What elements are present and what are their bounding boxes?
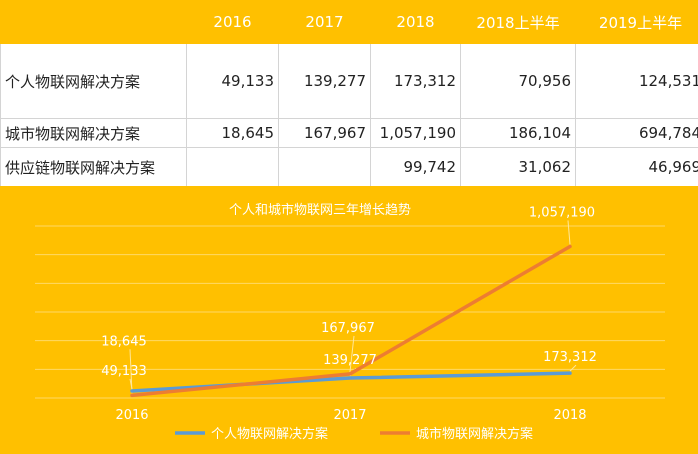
header-cell: 2018 — [370, 0, 461, 44]
data-label: 1,057,190 — [529, 205, 595, 220]
row-label: 供应链物联网解决方案 — [0, 147, 187, 186]
data-point — [568, 371, 572, 375]
line-chart: 个人和城市物联网三年增长趋势 2016 2017 2018 49,133 139,27… — [35, 202, 665, 442]
data-labels: 49,133 139,277 173,312 18,645 167,967 1,057,1… — [101, 205, 597, 378]
header-cell — [0, 0, 187, 44]
x-tick-label: 2018 — [553, 408, 586, 423]
data-label: 49,133 — [101, 364, 147, 379]
table-cell: 694,784 — [575, 118, 698, 148]
data-point — [348, 372, 352, 376]
table-row: 城市物联网解决方案 18,645 167,967 1,057,190 186,1… — [0, 118, 698, 148]
data-label: 167,967 — [321, 321, 375, 336]
leader-line — [567, 220, 571, 245]
chart-title: 个人和城市物联网三年增长趋势 — [229, 202, 411, 218]
leader-line — [569, 364, 577, 372]
data-point — [130, 389, 134, 393]
table-cell: 186,104 — [460, 118, 576, 148]
data-point — [130, 393, 134, 397]
table-cell: 99,742 — [370, 147, 461, 186]
table-cell: 70,956 — [460, 43, 576, 119]
data-table: 2016 2017 2018 2018上半年 2019上半年 个人物联网解决方案… — [0, 0, 698, 186]
table-cell: 46,969 — [575, 147, 698, 186]
x-tick-label: 2017 — [333, 408, 366, 423]
header-cell: 2016 — [186, 0, 279, 44]
data-table-container: 2016 2017 2018 2018上半年 2019上半年 个人物联网解决方案… — [0, 0, 698, 186]
table-cell: 173,312 — [370, 43, 461, 119]
table-cell: 124,531 — [575, 43, 698, 119]
table-row: 个人物联网解决方案 49,133 139,277 173,312 70,956 … — [0, 43, 698, 119]
leader-line — [129, 349, 133, 394]
data-label: 173,312 — [543, 350, 597, 365]
data-label: 18,645 — [101, 334, 147, 349]
table-cell: 18,645 — [186, 118, 279, 148]
table-cell: 139,277 — [278, 43, 371, 119]
data-point — [348, 376, 352, 380]
table-cell: 167,967 — [278, 118, 371, 148]
legend-label: 个人物联网解决方案 — [211, 426, 328, 442]
leader-line — [349, 335, 355, 372]
table-cell: 49,133 — [186, 43, 279, 119]
legend-label: 城市物联网解决方案 — [416, 426, 533, 442]
x-axis-ticks: 2016 2017 2018 — [115, 408, 586, 423]
x-tick-label: 2016 — [115, 408, 148, 423]
header-cell: 2017 — [278, 0, 371, 44]
table-header-row: 2016 2017 2018 2018上半年 2019上半年 — [0, 0, 698, 44]
table-cell: 1,057,190 — [370, 118, 461, 148]
header-cell: 2019上半年 — [575, 0, 698, 44]
table-row: 供应链物联网解决方案 99,742 31,062 46,969 — [0, 147, 698, 186]
chart-legend: 个人物联网解决方案 城市物联网解决方案 — [175, 426, 533, 442]
table-cell: 31,062 — [460, 147, 576, 186]
data-label: 139,277 — [323, 353, 377, 368]
header-cell: 2018上半年 — [460, 0, 576, 44]
table-cell — [278, 147, 371, 186]
series-lines — [130, 244, 572, 398]
table-cell — [186, 147, 279, 186]
row-label: 个人物联网解决方案 — [0, 43, 187, 119]
row-label: 城市物联网解决方案 — [0, 118, 187, 148]
data-point — [568, 244, 572, 248]
